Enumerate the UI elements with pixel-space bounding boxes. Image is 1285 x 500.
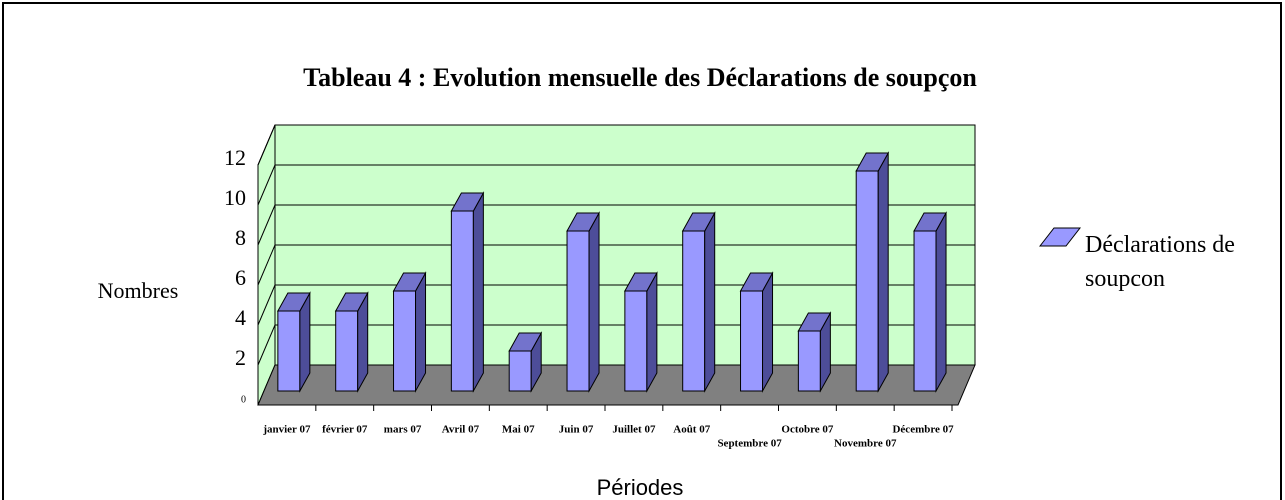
bar-side xyxy=(415,271,427,393)
bar-top xyxy=(913,212,947,232)
bar xyxy=(739,271,774,393)
bar-front xyxy=(682,230,706,392)
bar-side xyxy=(588,211,600,393)
bar xyxy=(508,331,543,393)
bar xyxy=(392,271,427,393)
bar-front xyxy=(855,170,879,392)
bar-top xyxy=(392,272,427,292)
x-tick-label: Novembre 07 xyxy=(834,438,897,450)
grid-line-side xyxy=(257,244,276,286)
bar-front xyxy=(566,230,590,392)
bar-side xyxy=(762,271,774,393)
y-tick-label: 10 xyxy=(224,185,246,210)
x-axis-label: Périodes xyxy=(597,475,684,500)
bar xyxy=(855,151,890,393)
x-tick-label: mars 07 xyxy=(384,424,422,436)
x-tick-label: Décembre 07 xyxy=(892,424,954,436)
x-tick-label: Septembre 07 xyxy=(717,438,782,450)
bar-front xyxy=(393,290,417,392)
grid-line-side xyxy=(257,324,276,366)
bar-top xyxy=(334,292,369,312)
bar-side xyxy=(877,151,889,393)
bar-top xyxy=(450,192,485,212)
bar-top xyxy=(508,332,543,352)
bar-front xyxy=(913,230,937,392)
x-tick-label: Juin 07 xyxy=(559,424,594,436)
bar-top xyxy=(566,212,600,232)
bar-side xyxy=(472,191,484,393)
x-tick-label: Octobre 07 xyxy=(781,424,834,436)
bar-front xyxy=(450,210,474,392)
grid-line-side xyxy=(257,124,276,166)
bar-top xyxy=(681,212,716,232)
grid-line-side xyxy=(257,284,276,326)
bar-front xyxy=(277,310,301,392)
bar-top xyxy=(624,272,658,292)
bar-front xyxy=(508,350,532,392)
bar-top xyxy=(797,312,832,332)
bar xyxy=(681,211,716,393)
legend-swatch xyxy=(1038,227,1082,247)
bar-front xyxy=(740,290,764,392)
bar-front xyxy=(624,290,648,392)
x-tick-label: février 07 xyxy=(322,424,368,436)
y-tick-label: 2 xyxy=(235,345,246,370)
bar-top xyxy=(277,292,311,312)
bar-top xyxy=(855,152,890,172)
bar xyxy=(450,191,485,393)
x-tick-label: Juillet 07 xyxy=(612,424,656,436)
bar xyxy=(277,291,311,393)
bar xyxy=(566,211,600,393)
y-tick-label: 12 xyxy=(224,145,246,170)
x-tick-label: janvier 07 xyxy=(262,424,311,436)
bar xyxy=(913,211,947,393)
x-tick-label: Août 07 xyxy=(673,424,710,436)
bar xyxy=(797,311,832,393)
bar-side xyxy=(646,271,658,393)
y-axis-label: Nombres xyxy=(98,278,179,303)
x-tick-label: Mai 07 xyxy=(502,424,535,436)
grid-line-side xyxy=(257,164,276,206)
bar-front xyxy=(797,330,821,392)
bar-front xyxy=(335,310,359,392)
y-tick-label: 6 xyxy=(235,265,246,290)
y-tick-label: 0 xyxy=(241,394,246,405)
bar xyxy=(334,291,369,393)
chart-title: Tableau 4 : Evolution mensuelle des Décl… xyxy=(303,63,977,92)
bar-side xyxy=(704,211,716,393)
bar xyxy=(624,271,658,393)
y-tick-label: 4 xyxy=(235,305,246,330)
bar-top xyxy=(739,272,774,292)
legend-label: Déclarations de soupcon xyxy=(1085,232,1235,292)
x-tick-label: Avril 07 xyxy=(442,424,480,436)
grid-line-side xyxy=(257,204,276,246)
bar-side xyxy=(935,211,947,393)
y-tick-label: 8 xyxy=(235,225,246,250)
